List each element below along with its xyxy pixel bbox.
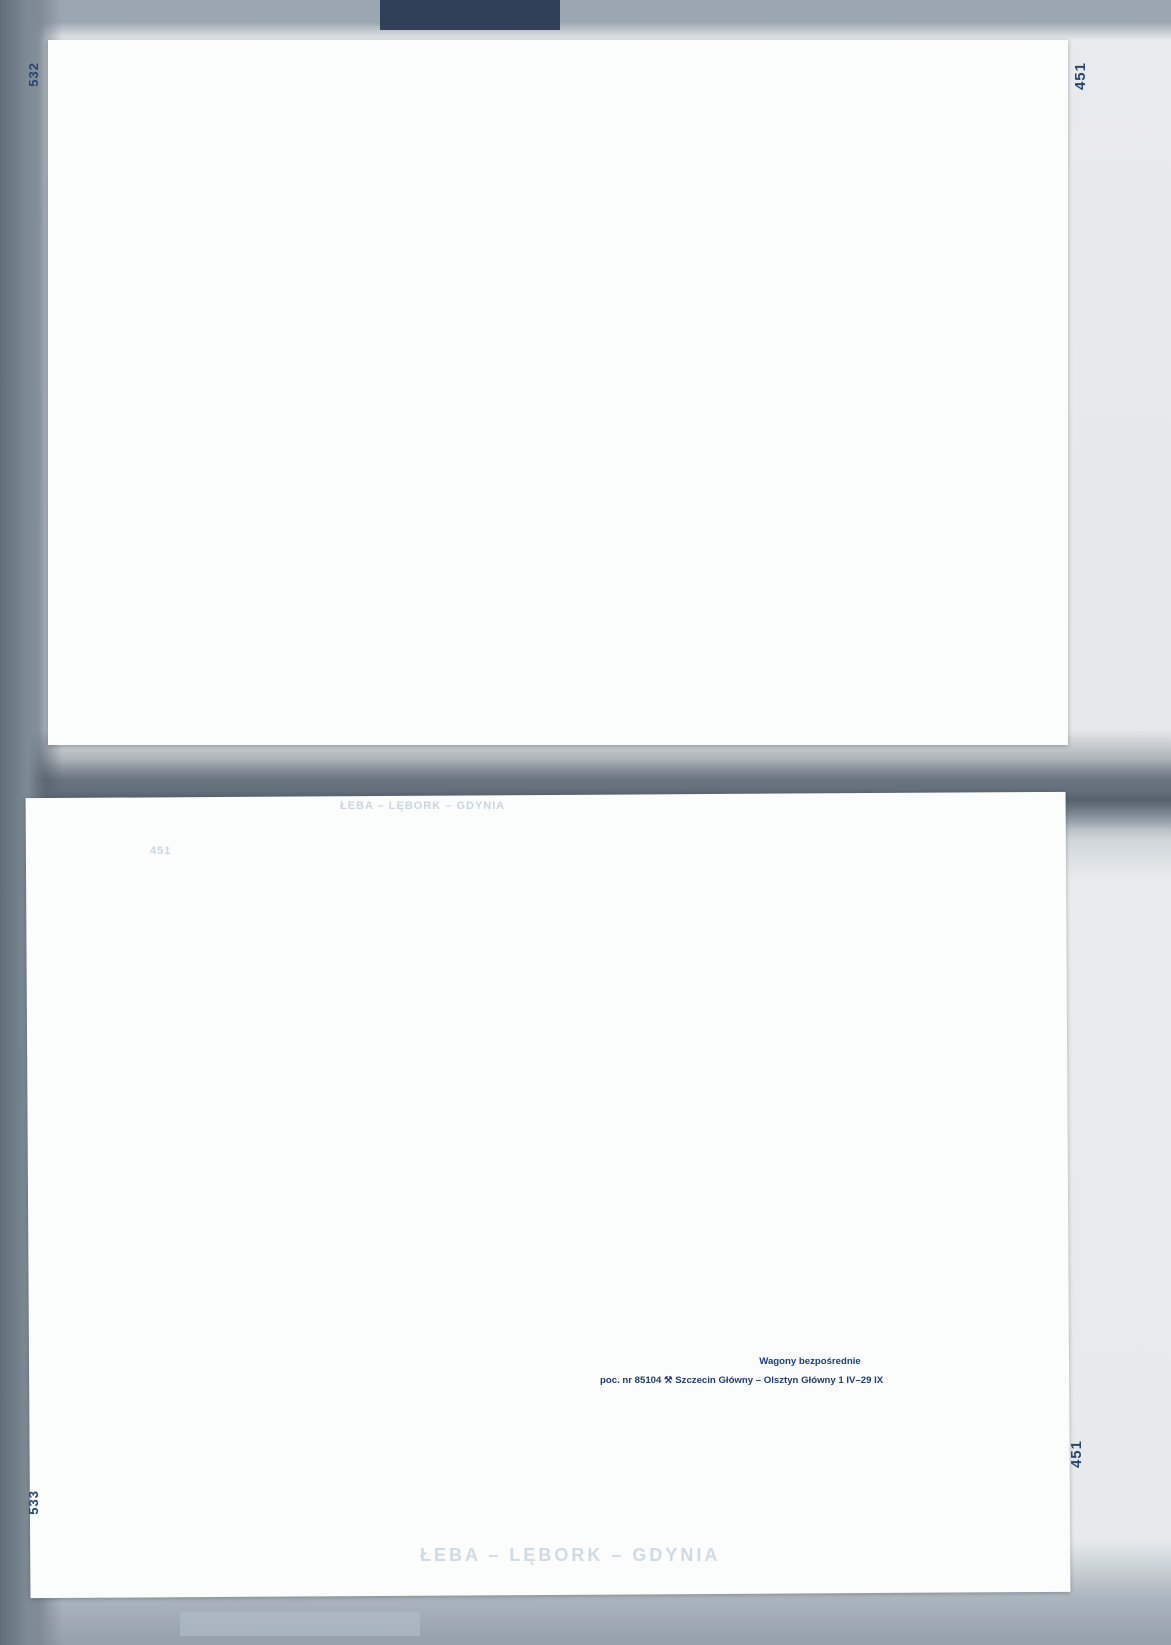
page-sheet-lower — [25, 791, 1071, 1599]
page-number-left-top: 532 — [26, 62, 41, 87]
bottom-smudge — [180, 1612, 420, 1636]
direct-wagons-line: poc. nr 85104 ⚒ Szczecin Główny – Olszty… — [600, 1375, 884, 1387]
direct-wagons-block: Wagony bezpośrednie poc. nr 85104 ⚒ Szcz… — [600, 1355, 1020, 1389]
scanner-lid-shadow — [380, 0, 560, 30]
page-sheet-upper — [48, 40, 1068, 745]
direct-wagons-heading: Wagony bezpośrednie — [759, 1356, 861, 1367]
running-head-bottom: 451 — [1068, 1440, 1085, 1469]
running-head-top: 451 — [1072, 62, 1089, 91]
page-number-left-bottom: 533 — [26, 1490, 41, 1515]
